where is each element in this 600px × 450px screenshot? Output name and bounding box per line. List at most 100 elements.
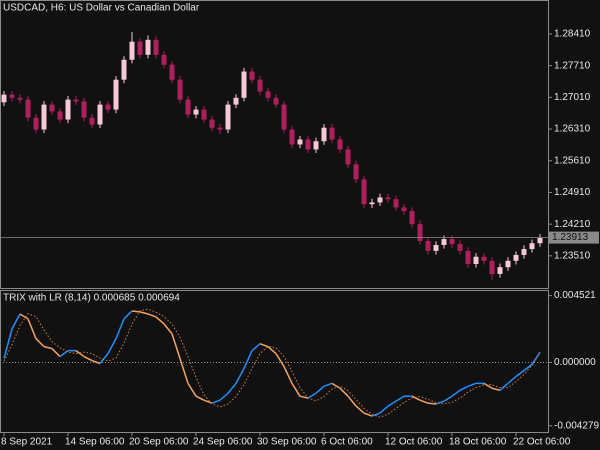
line-segment — [235, 368, 245, 384]
candle-body — [25, 99, 31, 118]
candle-body — [241, 71, 247, 98]
candle-body — [505, 260, 511, 268]
line-segment — [139, 311, 149, 315]
x-tick-label: 22 Oct 06:00 — [513, 437, 571, 448]
candle-body — [201, 109, 207, 120]
line-segment — [243, 350, 253, 369]
candle-body — [449, 239, 455, 245]
line-segment — [83, 355, 93, 362]
line-segment — [291, 382, 301, 397]
line-segment — [91, 359, 101, 365]
candle-body — [361, 179, 367, 205]
line-segment — [171, 333, 181, 359]
line-segment — [443, 395, 453, 402]
line-segment — [339, 387, 349, 397]
candle-body — [321, 127, 327, 142]
candle-body — [97, 104, 103, 125]
line-segment — [51, 348, 61, 358]
line-segment — [267, 346, 277, 355]
y-tick-label: 1.24210 — [554, 219, 591, 230]
y-tick-label: 1.28410 — [554, 29, 591, 40]
y-tick-label: 1.25610 — [554, 155, 591, 166]
line-segment — [3, 328, 13, 359]
candle-body — [249, 71, 255, 80]
candle-body — [457, 244, 463, 251]
candle-body — [1, 94, 7, 103]
candle-body — [401, 207, 407, 212]
candle-body — [289, 129, 295, 145]
candle-body — [281, 104, 287, 130]
candle-body — [353, 164, 359, 180]
candle-body — [425, 240, 431, 251]
candle-body — [129, 41, 135, 60]
x-tick-label: 20 Sep 06:00 — [129, 437, 189, 448]
candle-body — [417, 224, 423, 241]
candle-body — [217, 127, 223, 130]
line-segment — [507, 375, 517, 384]
y-tick-label: -0.004279 — [554, 420, 599, 431]
candle-body — [529, 243, 535, 250]
candle-body — [513, 254, 519, 261]
line-segment — [307, 392, 317, 399]
x-tick-label: 14 Sep 06:00 — [65, 437, 125, 448]
candle-body — [193, 109, 199, 115]
candle-body — [121, 59, 127, 80]
candle-body — [145, 39, 151, 55]
line-segment — [483, 382, 493, 389]
main-frame — [0, 0, 549, 289]
line-segment — [107, 338, 117, 354]
line-segment — [155, 316, 165, 325]
x-tick-label: 8 Sep 2021 — [1, 437, 53, 448]
line-segment — [43, 345, 53, 350]
line-segment — [11, 313, 21, 330]
line-segment — [467, 382, 477, 387]
y-tick-label: 1.24910 — [554, 187, 591, 198]
x-tick-label: 30 Sep 06:00 — [257, 437, 317, 448]
candle-body — [33, 117, 39, 130]
line-segment — [115, 318, 125, 339]
candle-body — [305, 139, 311, 150]
line-segment — [131, 310, 141, 313]
line-segment — [347, 395, 357, 407]
candle-body — [537, 237, 543, 244]
line-segment — [19, 313, 29, 320]
candle-body — [177, 79, 183, 100]
candle-body — [497, 267, 503, 274]
line-segment — [315, 385, 325, 394]
y-tick-label: 0.000000 — [554, 357, 596, 368]
line-segment — [299, 395, 309, 399]
y-tick-label: 1.27010 — [554, 92, 591, 103]
line-segment — [411, 395, 421, 401]
candle-body — [209, 119, 215, 128]
line-segment — [27, 318, 37, 339]
line-segment — [187, 382, 197, 397]
last-price-box — [549, 231, 599, 244]
candle-body — [329, 127, 335, 140]
line-segment — [275, 353, 285, 367]
line-segment — [491, 387, 501, 392]
x-tick-label: 12 Oct 06:00 — [385, 437, 443, 448]
candle-body — [393, 199, 399, 208]
x-tick-label: 6 Oct 06:00 — [321, 437, 373, 448]
line-segment — [451, 389, 461, 397]
candle-body — [345, 149, 351, 165]
line-segment — [387, 400, 397, 407]
indicator-frame — [0, 290, 549, 433]
candle-body — [17, 97, 23, 100]
line-segment — [419, 399, 429, 404]
candle-body — [257, 79, 263, 92]
line-segment — [331, 382, 341, 389]
candle-body — [161, 54, 167, 65]
line-segment — [427, 402, 437, 405]
candle-body — [473, 256, 479, 264]
line-segment — [395, 395, 405, 402]
candle-body — [153, 39, 159, 55]
y-tick-label: 1.23510 — [554, 250, 591, 261]
line-segment — [363, 412, 373, 417]
x-tick-label: 24 Sep 06:00 — [193, 437, 253, 448]
line-segment — [379, 405, 389, 414]
candle-body — [81, 101, 87, 118]
line-segment — [251, 343, 261, 352]
